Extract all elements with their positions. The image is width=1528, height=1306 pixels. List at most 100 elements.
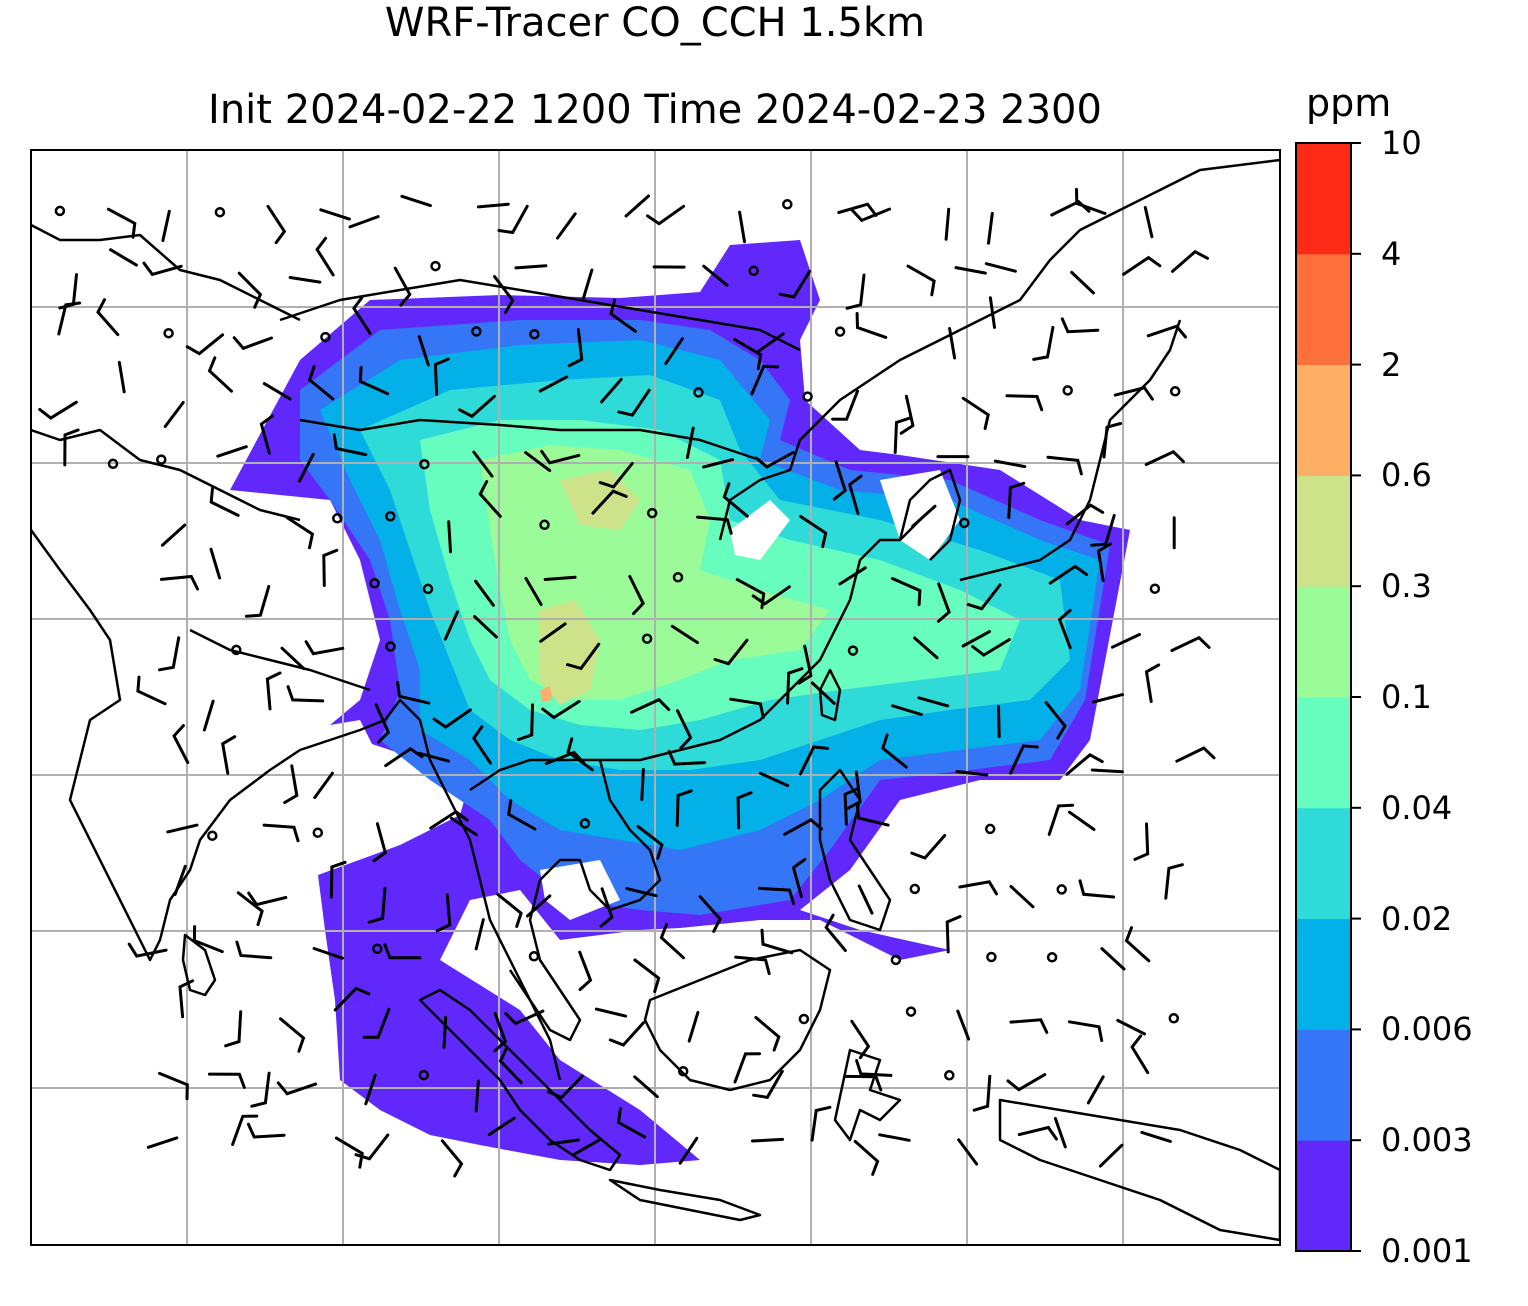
wind-barb [566, 642, 601, 671]
calm-wind-marker [54, 205, 66, 217]
wind-barb [791, 857, 807, 899]
wind-barb [541, 699, 581, 720]
wind-barb [354, 1133, 390, 1161]
calm-wind-marker [332, 513, 343, 524]
calm-wind-marker [1168, 1013, 1180, 1024]
wind-barb [247, 891, 288, 907]
wind-barb [352, 295, 372, 335]
calm-wind-marker [782, 199, 793, 210]
colorbar-segment [1296, 143, 1351, 255]
map-plot-area [31, 150, 1280, 1245]
wind-barb [1009, 1018, 1049, 1034]
coast-new-guinea [998, 1098, 1280, 1242]
wind-barb [367, 886, 387, 924]
wind-barb [993, 459, 1027, 469]
calm-wind-marker [372, 943, 383, 955]
wind-barb [514, 264, 548, 270]
calm-wind-marker [984, 823, 996, 835]
wind-barb [319, 208, 351, 221]
wind-barb [322, 548, 339, 587]
calm-wind-marker [798, 1013, 810, 1025]
wind-barb [246, 1122, 286, 1139]
wind-barb [957, 1138, 979, 1166]
wind-barb [57, 301, 82, 336]
calm-wind-marker [847, 645, 859, 656]
coast-java [608, 1178, 762, 1222]
wind-barb [988, 296, 996, 329]
border-mongolia [279, 278, 801, 352]
wind-barb [617, 388, 651, 417]
wind-barb [786, 667, 804, 705]
wind-barb [556, 212, 577, 240]
calm-wind-marker [959, 517, 970, 529]
calm-wind-marker [214, 206, 226, 218]
wind-barb [285, 516, 315, 550]
wind-barb [838, 566, 867, 586]
calm-wind-marker [1149, 583, 1161, 594]
wind-barb [754, 1016, 781, 1052]
wind-barb [313, 771, 334, 799]
wind-barb [687, 1010, 700, 1043]
calm-wind-marker [1056, 884, 1067, 895]
wind-barb [640, 768, 645, 801]
wind-barb [161, 209, 171, 243]
tracer-concentration-field [230, 240, 1130, 1165]
wind-barb [1048, 564, 1089, 585]
wind-barb [566, 737, 594, 772]
wind-barb [599, 887, 614, 928]
coast-china-north [718, 158, 1280, 541]
wind-barb [890, 577, 922, 607]
calm-wind-marker [986, 951, 997, 963]
calm-wind-marker [834, 326, 846, 337]
colorbar-segment [1296, 475, 1351, 587]
wind-barb [591, 489, 628, 515]
wind-barb [911, 504, 937, 528]
wind-barb [136, 675, 167, 706]
gap-bohai [730, 500, 790, 560]
wind-barb [1007, 481, 1026, 520]
wind-barb [304, 640, 345, 656]
wind-barb [633, 958, 661, 994]
wind-barb [853, 1139, 880, 1176]
wind-barb [855, 802, 890, 827]
wind-barb [961, 630, 991, 648]
wind-barb [810, 681, 836, 705]
wind-barb [1113, 385, 1154, 401]
wind-barb [850, 1019, 871, 1060]
wind-barb [334, 1136, 364, 1169]
wind-barb [262, 823, 300, 843]
wind-barb [236, 891, 264, 927]
wind-barb [913, 636, 939, 660]
wind-barb [458, 394, 496, 419]
calm-wind-marker [156, 454, 167, 465]
border-himalaya [189, 628, 371, 692]
wind-barb [393, 266, 412, 307]
wind-barb [262, 382, 292, 401]
wind-barb [517, 703, 534, 741]
calm-wind-marker [385, 641, 396, 652]
wind-barb [163, 401, 185, 428]
coast-india [31, 529, 331, 962]
wind-barb [524, 577, 543, 606]
wind-barb [713, 638, 749, 666]
wind-barb [810, 1105, 832, 1142]
wind-barb [1046, 455, 1083, 476]
wind-barb [507, 798, 537, 831]
wind-barb [472, 450, 494, 478]
wind-barb [1124, 926, 1151, 963]
coast-sumatra [418, 988, 622, 1172]
wind-barb [847, 474, 863, 515]
wind-barb [893, 416, 912, 454]
wind-barb [1170, 635, 1211, 652]
wind-barb [633, 1075, 659, 1099]
wind-barb [1175, 746, 1216, 763]
wind-barb [1047, 803, 1075, 836]
calm-wind-marker [419, 458, 430, 470]
calm-wind-marker [677, 1065, 689, 1077]
wind-barb [734, 955, 771, 976]
colorbar-tick-label: 0.006 [1381, 1010, 1473, 1049]
wind-barb [418, 751, 450, 763]
wind-barb [38, 400, 78, 420]
wind-barb [910, 834, 947, 860]
wind-barb [676, 709, 693, 750]
